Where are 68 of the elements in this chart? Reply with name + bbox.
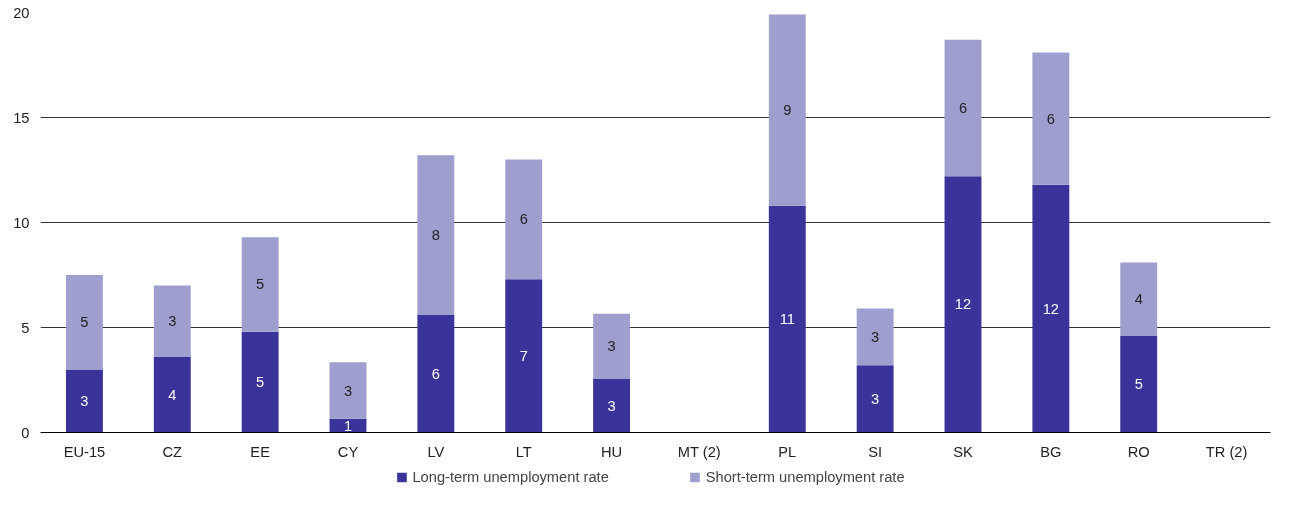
bar [856,308,894,366]
bar [241,331,279,433]
y-tick-label: 5 [21,319,30,336]
data-label: 5 [1134,376,1143,393]
data-label: 3 [80,393,89,409]
y-tick-label: 0 [21,424,30,441]
bar [768,14,806,206]
x-tick-label: RO [1127,443,1150,460]
data-label: 6 [519,211,528,228]
data-label: 3 [168,313,177,330]
bar [1120,335,1158,433]
x-tick-label: TR (2) [1205,443,1248,460]
data-label: 11 [779,311,795,328]
bar [944,39,982,177]
bar [944,176,982,433]
x-tick-label: PL [778,443,797,460]
bar [593,313,631,379]
bar [505,279,543,433]
data-label: 12 [954,296,972,313]
data-label: 7 [519,347,528,364]
x-tick-label: HU [600,443,623,460]
x-tick-label: SI [868,443,883,460]
bar [241,237,279,332]
y-tick-label: 15 [13,109,30,126]
x-tick-label: LT [515,443,532,460]
bar [1120,262,1158,336]
data-label: 9 [783,102,792,119]
bar [768,205,806,433]
y-tick-label: 10 [13,214,30,231]
bar [329,362,367,419]
bar [65,275,103,370]
data-label: 3 [343,382,353,399]
bar [505,159,543,280]
data-label: 6 [431,365,440,382]
bar [593,378,631,433]
bar [856,365,894,433]
x-tick-label: CY [337,443,359,460]
x-tick-label: CZ [162,443,183,460]
x-tick-label: SK [953,443,973,460]
data-label: 5 [256,276,265,293]
data-label: 5 [80,314,89,331]
data-label: 3 [871,390,880,407]
data-label: 1 [343,417,353,434]
x-tick-label: BG [1040,443,1062,460]
bar [1032,52,1070,185]
x-tick-label: EE [250,443,271,460]
data-label: 8 [431,227,440,244]
bar [1032,184,1070,433]
bar [417,155,455,315]
data-label: 12 [1042,300,1060,317]
data-label: 4 [1134,291,1143,308]
legend-label: Short-term unemployment rate [705,469,905,485]
data-label: 3 [607,397,616,414]
bar [417,314,455,433]
data-label: 3 [607,338,616,355]
data-label: 4 [168,386,177,403]
bar [153,356,191,433]
bar [153,285,191,357]
data-label: 3 [871,328,880,345]
x-tick-label: MT (2) [677,443,721,460]
bar [65,369,103,433]
y-tick-label: 20 [13,4,30,21]
data-label: 5 [256,374,265,391]
data-label: 6 [1046,110,1055,127]
legend-label: Long-term unemployment rate [412,469,609,485]
data-label: 6 [958,100,968,117]
x-tick-label: LV [427,443,445,460]
x-tick-label: EU-15 [63,443,106,460]
